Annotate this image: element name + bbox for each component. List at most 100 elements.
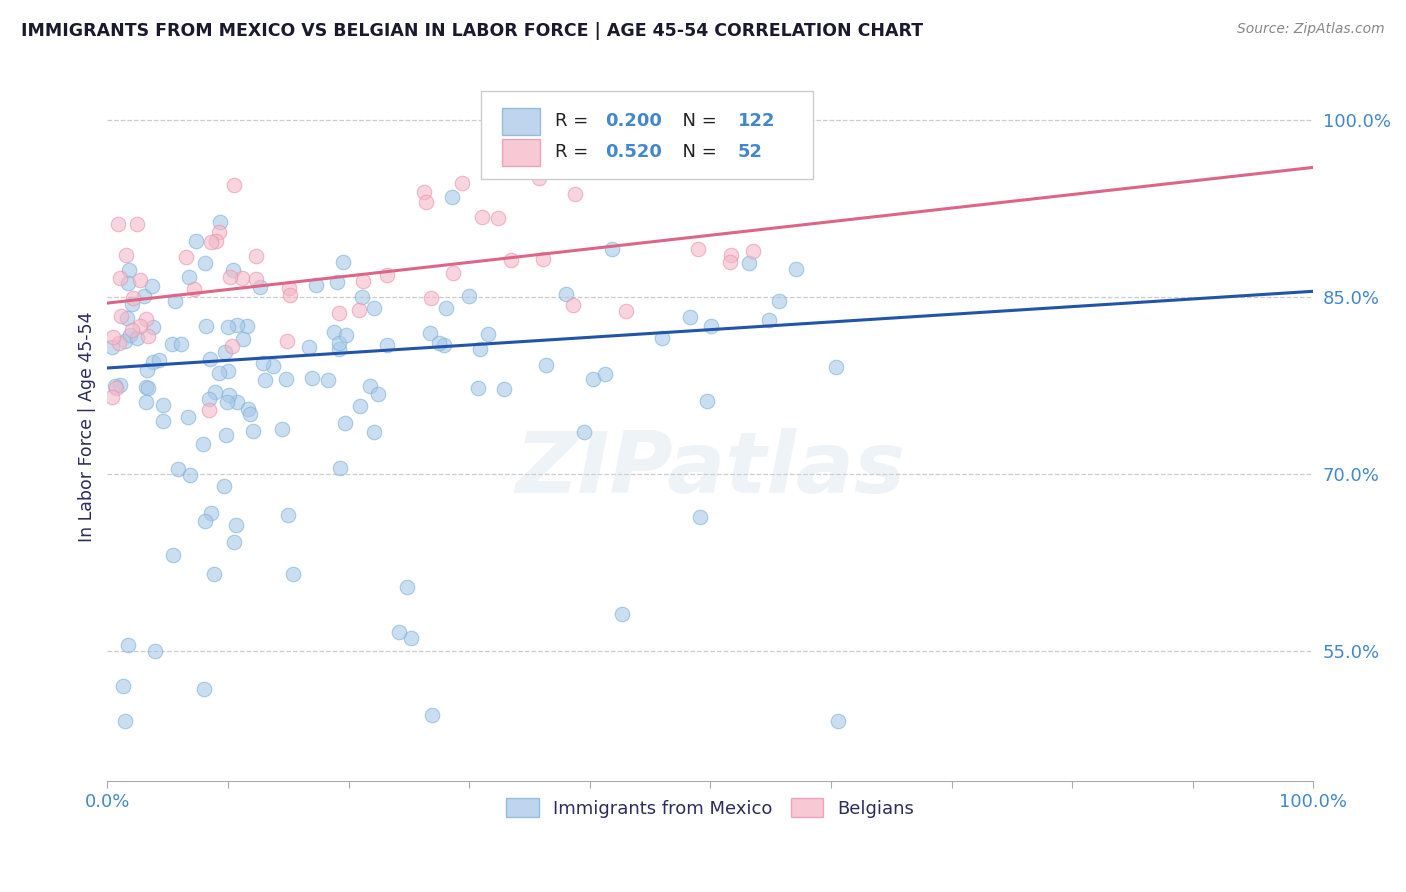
Point <box>785 262 807 277</box>
Point <box>825 359 848 374</box>
Point <box>554 286 576 301</box>
Point <box>689 510 711 524</box>
Point <box>450 177 472 191</box>
Point <box>467 381 489 395</box>
Point <box>534 358 557 372</box>
Point <box>117 638 139 652</box>
Point <box>582 372 605 386</box>
Point <box>477 327 499 342</box>
Text: N =: N = <box>671 144 723 161</box>
Point <box>350 290 373 304</box>
Point <box>399 631 422 645</box>
Point <box>198 403 221 417</box>
Point <box>610 607 633 621</box>
Point <box>132 288 155 302</box>
Point <box>136 381 159 395</box>
Point <box>335 416 357 430</box>
FancyBboxPatch shape <box>502 108 540 135</box>
Point <box>326 275 349 289</box>
Point <box>208 226 231 240</box>
Point <box>363 425 385 440</box>
Point <box>614 304 637 318</box>
Point <box>332 254 354 268</box>
Text: 52: 52 <box>738 144 763 161</box>
Point <box>318 373 340 387</box>
Point <box>136 329 159 343</box>
Point <box>420 707 443 722</box>
Text: R =: R = <box>555 144 593 161</box>
Point <box>239 407 262 421</box>
Point <box>232 332 254 346</box>
Point <box>121 296 143 310</box>
Point <box>388 625 411 640</box>
Point <box>224 178 246 192</box>
Point <box>101 390 124 404</box>
Point <box>118 328 141 343</box>
Point <box>301 371 323 385</box>
Point <box>219 269 242 284</box>
Point <box>262 359 284 373</box>
Point <box>328 335 350 350</box>
Point <box>468 342 491 356</box>
Point <box>562 298 585 312</box>
FancyBboxPatch shape <box>481 91 813 179</box>
Point <box>236 402 259 417</box>
Point <box>110 378 132 392</box>
Point <box>142 354 165 368</box>
Point <box>142 320 165 334</box>
Point <box>328 306 350 320</box>
Point <box>179 270 201 285</box>
Point <box>221 262 243 277</box>
Y-axis label: In Labor Force | Age 45-54: In Labor Force | Age 45-54 <box>79 311 96 542</box>
Point <box>593 367 616 381</box>
Point <box>208 366 231 380</box>
Point <box>335 327 357 342</box>
FancyBboxPatch shape <box>502 139 540 166</box>
Point <box>419 291 441 305</box>
Point <box>367 387 389 401</box>
Point <box>114 248 136 262</box>
Point <box>347 303 370 318</box>
Point <box>204 567 226 582</box>
Text: IMMIGRANTS FROM MEXICO VS BELGIAN IN LABOR FORCE | AGE 45-54 CORRELATION CHART: IMMIGRANTS FROM MEXICO VS BELGIAN IN LAB… <box>21 22 924 40</box>
Point <box>305 277 328 292</box>
Point <box>114 714 136 728</box>
Point <box>768 293 790 308</box>
Point <box>700 318 723 333</box>
Point <box>135 312 157 326</box>
Point <box>281 567 304 582</box>
Text: N =: N = <box>671 112 723 130</box>
Point <box>127 330 149 344</box>
Point <box>110 309 132 323</box>
Point <box>104 381 127 395</box>
Point <box>174 250 197 264</box>
Point <box>329 461 352 475</box>
Point <box>531 252 554 266</box>
Point <box>499 253 522 268</box>
Point <box>352 274 374 288</box>
Point <box>115 310 138 325</box>
Point <box>221 339 243 353</box>
Point <box>252 356 274 370</box>
Point <box>152 398 174 412</box>
Point <box>152 414 174 428</box>
Text: 0.520: 0.520 <box>606 144 662 161</box>
Point <box>413 186 436 200</box>
Point <box>166 461 188 475</box>
Point <box>214 428 236 442</box>
Point <box>212 479 235 493</box>
Point <box>118 262 141 277</box>
Point <box>183 281 205 295</box>
Point <box>214 345 236 359</box>
Point <box>696 393 718 408</box>
Point <box>441 266 464 280</box>
Point <box>486 211 509 225</box>
Point <box>191 437 214 451</box>
Point <box>415 194 437 209</box>
Point <box>572 425 595 440</box>
Point <box>197 392 219 407</box>
Point <box>276 372 298 386</box>
Point <box>278 287 301 301</box>
Point <box>160 337 183 351</box>
Point <box>396 580 419 594</box>
